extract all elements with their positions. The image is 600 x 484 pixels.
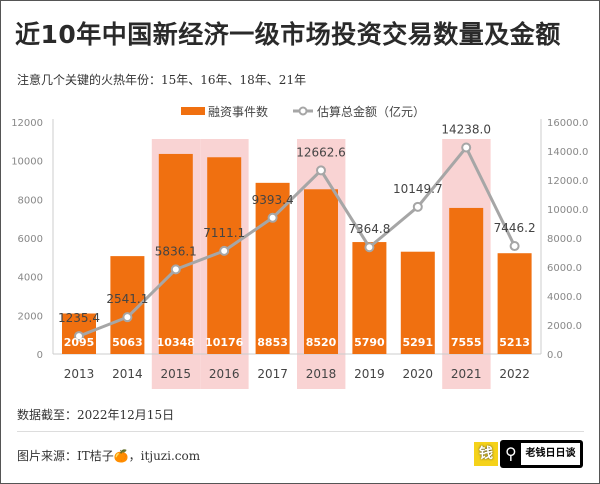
bar-value-label: 8520 xyxy=(306,336,337,349)
x-tick-label: 2021 xyxy=(451,367,482,381)
left-tick-label: 4000 xyxy=(18,273,43,284)
x-tick-label: 2022 xyxy=(499,367,530,381)
amount-point-2015 xyxy=(170,264,181,275)
amount-value-label: 5836.1 xyxy=(155,244,197,258)
x-tick-label: 2015 xyxy=(161,367,192,381)
bar-2017 xyxy=(255,182,290,354)
x-tick-label: 2017 xyxy=(257,367,288,381)
amount-point-2017 xyxy=(267,212,278,223)
right-tick-label: 0.0 xyxy=(547,350,563,361)
amount-value-label: 12662.6 xyxy=(296,145,346,159)
amount-point-2016 xyxy=(219,245,230,256)
left-tick-label: 12000 xyxy=(11,118,43,129)
qian-logo: 钱 xyxy=(474,442,498,466)
left-tick-label: 10000 xyxy=(11,157,43,168)
left-tick-label: 6000 xyxy=(18,234,43,245)
amount-point-2021 xyxy=(461,142,472,153)
bar-2018 xyxy=(304,189,338,354)
amount-value-label: 1235.4 xyxy=(58,311,100,325)
right-tick-label: 12000.0 xyxy=(547,176,588,187)
x-tick-label: 2013 xyxy=(64,367,95,381)
combo-chart: 0 2000 4000 6000 8000 10000 12000 0.0 2000.0 4000… xyxy=(11,104,588,389)
chart-title: 近10年中国新经济一级市场投资交易数量及金额 xyxy=(15,20,561,49)
bar-2022 xyxy=(497,253,532,354)
amount-point-2014 xyxy=(122,312,133,323)
bar-2020 xyxy=(400,251,435,354)
bar-value-label: 7555 xyxy=(451,336,482,349)
logo-icon-text: 钱 xyxy=(479,446,493,462)
right-tick-label: 10000.0 xyxy=(547,205,588,216)
divider xyxy=(17,431,584,432)
left-tick-label: 2000 xyxy=(18,311,43,322)
amount-value-label: 2541.1 xyxy=(106,292,148,306)
bar-value-label: 10348 xyxy=(157,336,195,349)
bar-2021 xyxy=(449,207,484,354)
bar-2015 xyxy=(158,153,193,354)
amount-value-label: 7111.1 xyxy=(203,226,245,240)
amount-point-2020 xyxy=(412,201,423,212)
bar-value-label: 5213 xyxy=(499,336,530,349)
right-tick-label: 14000.0 xyxy=(547,147,588,158)
source-note: 图片来源：IT桔子🍊，itjuzi.com xyxy=(17,449,201,463)
x-tick-label: 2016 xyxy=(209,367,240,381)
x-tick-label: 2018 xyxy=(306,367,337,381)
bar-value-label: 5790 xyxy=(354,336,385,349)
bar-value-label: 5063 xyxy=(112,336,143,349)
legend-bar-label: 融资事件数 xyxy=(208,104,268,119)
amount-point-2022 xyxy=(509,241,520,252)
amount-value-label: 14238.0 xyxy=(441,123,491,137)
right-tick-label: 4000.0 xyxy=(547,292,582,303)
bar-value-label: 5291 xyxy=(402,336,433,349)
x-tick-label: 2014 xyxy=(112,367,143,381)
right-tick-label: 8000.0 xyxy=(547,234,582,245)
amount-point-2018 xyxy=(316,165,326,176)
amount-point-2019 xyxy=(364,242,375,253)
right-tick-label: 2000.0 xyxy=(547,321,582,332)
x-tick-label: 2019 xyxy=(354,367,385,381)
data-date-note: 数据截至：2022年12月15日 xyxy=(17,408,175,422)
right-tick-label: 16000.0 xyxy=(547,118,588,129)
search-icon: ⚲ xyxy=(505,444,517,463)
x-tick-label: 2020 xyxy=(403,367,434,381)
legend-line-label: 估算总金额（亿元） xyxy=(317,104,425,119)
bar-value-label: 2095 xyxy=(64,336,95,349)
amount-value-label: 10149.7 xyxy=(393,182,443,196)
left-tick-label: 8000 xyxy=(18,195,43,206)
left-tick-label: 0 xyxy=(37,350,43,361)
badge-text: 老钱日日谈 xyxy=(521,443,580,465)
right-tick-label: 6000.0 xyxy=(547,263,582,274)
bar-value-label: 10176 xyxy=(205,336,244,349)
amount-value-label: 9393.4 xyxy=(252,193,294,207)
amount-value-label: 7364.8 xyxy=(348,222,390,236)
search-badge: ⚲ 老钱日日谈 xyxy=(500,440,583,468)
amount-point-2013 xyxy=(74,331,84,342)
bar-value-label: 8853 xyxy=(257,336,288,349)
amount-value-label: 7446.2 xyxy=(494,221,536,235)
bar-2019 xyxy=(352,242,387,354)
legend-line-marker xyxy=(298,106,308,116)
legend-bar-swatch xyxy=(181,107,205,115)
chart-subtitle: 注意几个关键的火热年份：15年、16年、18年、21年 xyxy=(17,73,307,87)
amount-line xyxy=(78,144,516,338)
